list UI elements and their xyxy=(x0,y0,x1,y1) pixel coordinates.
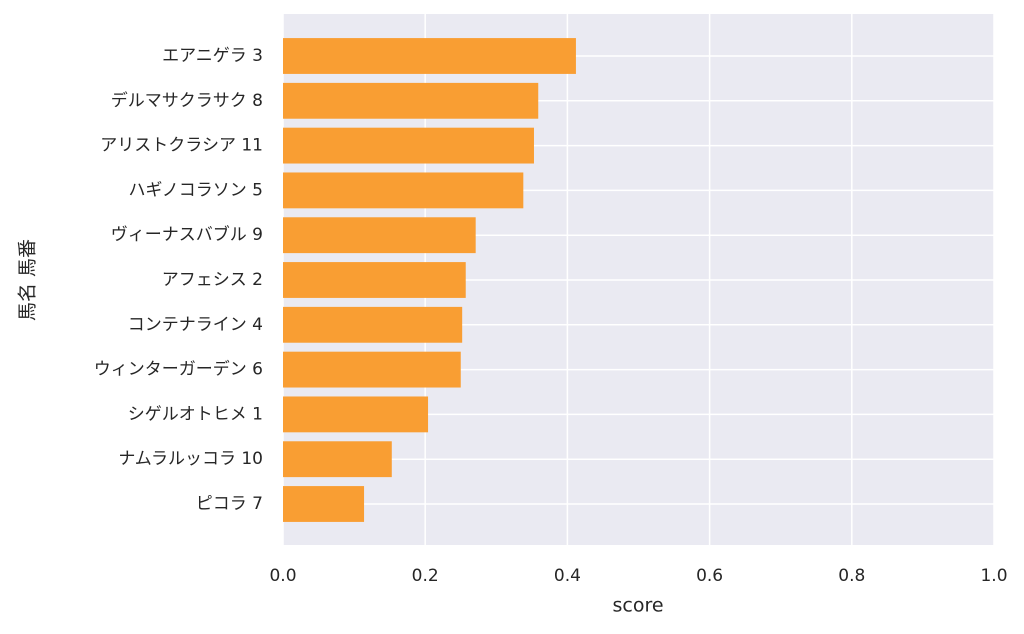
y-tick-label: ピコラ 7 xyxy=(196,494,263,514)
y-tick-label: アフェシス 2 xyxy=(162,270,263,290)
bar xyxy=(283,441,392,478)
y-tick-label: アリストクラシア 11 xyxy=(100,136,263,156)
bar xyxy=(283,396,429,433)
bar xyxy=(283,306,463,343)
y-axis-label: 馬名 馬番 xyxy=(17,239,39,321)
bar xyxy=(283,127,534,164)
y-tick-label: ヴィーナスバブル 9 xyxy=(111,224,263,245)
bar xyxy=(283,82,539,119)
bar xyxy=(283,38,576,74)
x-tick-label: 0.4 xyxy=(554,566,581,586)
y-tick-label: コンテナライン 4 xyxy=(128,315,263,335)
y-tick-label: ウィンターガーデン 6 xyxy=(94,359,263,380)
x-tick-label: 0.6 xyxy=(696,566,723,586)
y-tick-label: シゲルオトヒメ 1 xyxy=(128,404,263,424)
y-tick-label: エアニゲラ 3 xyxy=(162,46,263,66)
bar xyxy=(283,351,461,388)
x-tick-label: 0.0 xyxy=(269,566,296,586)
y-tick-label: ハギノコラソン 5 xyxy=(128,180,263,200)
bar xyxy=(283,486,365,522)
x-tick-label: 0.2 xyxy=(412,566,439,586)
bar xyxy=(283,262,466,298)
x-axis-label: score xyxy=(612,595,663,617)
x-tick-label: 1.0 xyxy=(980,566,1007,586)
bar xyxy=(283,172,524,209)
y-tick-label: ナムラルッコラ 10 xyxy=(118,449,263,469)
y-tick-label: デルマサクラサク 8 xyxy=(111,90,263,111)
x-tick-label: 0.8 xyxy=(838,566,865,586)
bar xyxy=(283,217,476,254)
